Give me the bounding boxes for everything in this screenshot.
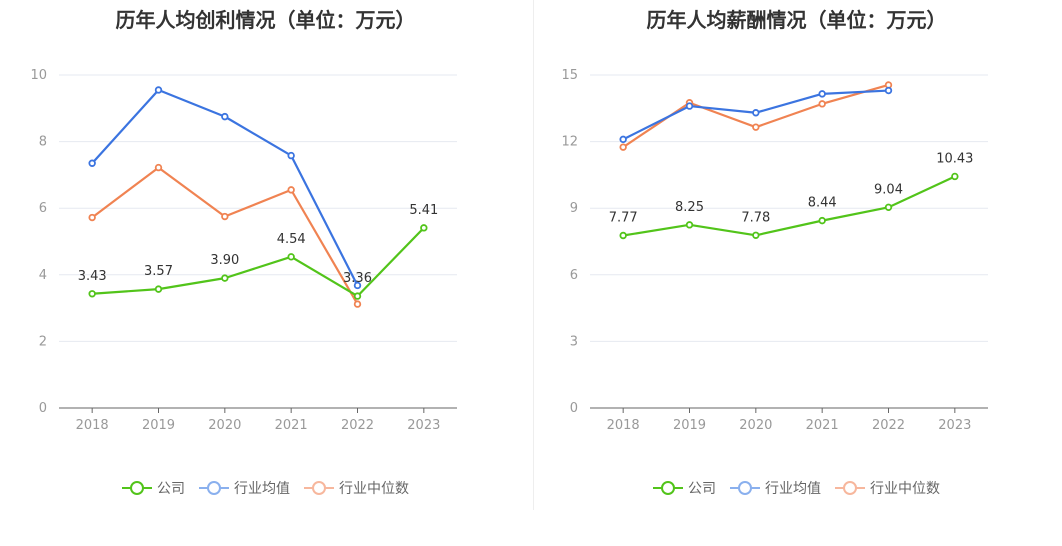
data-point (287, 186, 295, 194)
data-label: 4.54 (277, 232, 306, 247)
x-tick-label: 2023 (407, 418, 440, 433)
data-point (154, 163, 163, 172)
legend-label: 行业中位数 (870, 481, 940, 497)
y-tick-label: 8 (39, 135, 47, 150)
chart-title: 历年人均创利情况（单位：万元） (115, 8, 416, 32)
x-tick-label: 2019 (142, 418, 175, 433)
series-line (622, 175, 956, 237)
series-line (92, 227, 425, 298)
data-point (619, 135, 627, 144)
data-point (88, 290, 96, 298)
x-tick-label: 2022 (341, 418, 374, 433)
data-label: 5.41 (409, 203, 438, 218)
data-point (221, 212, 229, 221)
data-point (88, 159, 96, 167)
data-point (353, 300, 362, 308)
x-tick-label: 2021 (275, 418, 308, 433)
data-point (619, 231, 627, 240)
data-point (221, 112, 229, 121)
data-point (884, 203, 893, 212)
x-tick-label: 2022 (872, 418, 905, 433)
y-tick-label: 4 (39, 268, 47, 283)
data-point (685, 102, 694, 110)
chart-panel-left: 历年人均创利情况（单位：万元） 0 2 4 6 8 10 2018 2019 2020 2021 2… (0, 8, 531, 498)
data-point (818, 90, 826, 98)
y-tick-label: 15 (561, 68, 578, 83)
data-point (752, 123, 760, 131)
data-label: 7.77 (609, 211, 638, 226)
legend-item-industry-mean[interactable]: 行业均值 (730, 478, 821, 498)
data-point (752, 231, 760, 239)
legend-swatch-icon (653, 480, 683, 496)
legend-swatch-icon (122, 480, 152, 496)
data-point (818, 100, 826, 108)
data-point (420, 224, 428, 232)
chart-title: 历年人均薪酬情况（单位：万元） (646, 8, 947, 32)
data-point (287, 151, 295, 160)
legend-label: 公司 (157, 481, 185, 497)
legend-item-company[interactable]: 公司 (653, 478, 716, 498)
data-label: 3.90 (210, 253, 239, 268)
y-tick-label: 12 (561, 135, 578, 150)
y-tick-label: 6 (570, 268, 578, 283)
chart-panel-right: 历年人均薪酬情况（单位：万元） 0 3 6 9 12 15 2018 2019 2020 2021… (531, 0, 1062, 546)
panel-divider (533, 0, 534, 510)
legend-swatch-icon (730, 480, 760, 496)
data-label: 7.78 (741, 210, 770, 225)
data-label: 8.25 (675, 200, 704, 215)
chart-plot: 0 2 4 6 8 10 2018 2019 2020 2021 2022 2023 3.43 3.57 3… (30, 68, 457, 433)
data-point (88, 213, 96, 222)
legend-swatch-icon (304, 480, 334, 496)
data-point (951, 172, 959, 181)
y-tick-label: 2 (39, 334, 47, 349)
y-tick-label: 3 (570, 334, 578, 349)
legend-item-industry-median[interactable]: 行业中位数 (304, 478, 409, 498)
legend-swatch-icon (199, 480, 229, 496)
legend-item-company[interactable]: 公司 (122, 478, 185, 498)
y-tick-label: 9 (570, 201, 578, 216)
y-tick-label: 0 (570, 401, 578, 416)
data-point (752, 109, 760, 117)
data-point (154, 285, 163, 293)
data-label: 3.36 (343, 271, 372, 286)
x-tick-label: 2023 (938, 418, 971, 433)
data-point (619, 143, 627, 151)
x-tick-label: 2021 (806, 418, 839, 433)
data-label: 3.43 (78, 269, 107, 284)
data-point (221, 274, 229, 282)
x-tick-label: 2019 (673, 418, 706, 433)
data-point (884, 86, 893, 95)
legend-label: 公司 (688, 481, 716, 497)
data-point (685, 221, 694, 229)
data-point (818, 216, 826, 225)
series-line (91, 166, 359, 305)
legend: 公司 行业均值 行业中位数 (531, 478, 1062, 498)
data-label: 3.57 (144, 264, 173, 279)
data-label: 9.04 (874, 182, 903, 197)
legend-item-industry-median[interactable]: 行业中位数 (835, 478, 940, 498)
data-point (287, 253, 295, 261)
legend: 公司 行业均值 行业中位数 (0, 478, 531, 498)
data-point (353, 281, 362, 290)
y-tick-label: 0 (39, 401, 47, 416)
legend-item-industry-mean[interactable]: 行业均值 (199, 478, 290, 498)
legend-swatch-icon (835, 480, 865, 496)
x-tick-label: 2020 (208, 418, 241, 433)
legend-label: 行业均值 (234, 481, 290, 497)
x-tick-label: 2020 (739, 418, 772, 433)
y-tick-label: 6 (39, 201, 47, 216)
data-point (154, 86, 163, 94)
data-point (353, 292, 362, 300)
legend-label: 行业中位数 (339, 481, 409, 497)
data-label: 10.43 (936, 151, 973, 166)
chart-plot: 0 3 6 9 12 15 2018 2019 2020 2021 2022 2023 7.77 8.25… (561, 68, 988, 433)
x-tick-label: 2018 (76, 418, 109, 433)
x-tick-label: 2018 (607, 418, 640, 433)
data-label: 8.44 (808, 196, 837, 211)
y-tick-label: 10 (30, 68, 47, 83)
legend-label: 行业均值 (765, 481, 821, 497)
